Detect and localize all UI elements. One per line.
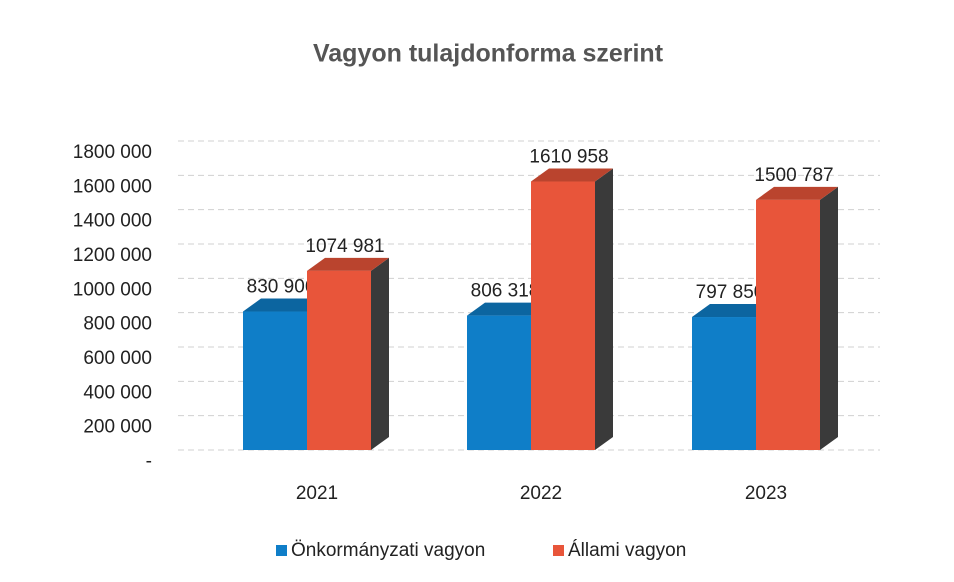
bar-top <box>467 302 549 316</box>
y-tick-label: - <box>146 451 152 472</box>
bar-top <box>756 186 838 200</box>
bar-front <box>692 317 756 450</box>
y-tick-label: 800 000 <box>83 314 152 335</box>
y-tick-label: 1000 000 <box>73 279 152 300</box>
x-tick-label: 2022 <box>520 483 562 504</box>
bar-side <box>371 257 389 450</box>
bar-front <box>243 311 307 450</box>
y-tick-label: 400 000 <box>83 382 152 403</box>
data-label: 797 850 <box>696 282 765 303</box>
data-label: 830 906 <box>247 277 316 298</box>
data-label: 1500 787 <box>754 165 833 186</box>
legend-swatch <box>553 545 564 556</box>
bar-side <box>820 186 838 450</box>
y-tick-label: 600 000 <box>83 348 152 369</box>
bar <box>756 186 838 450</box>
y-tick-label: 1400 000 <box>73 211 152 232</box>
bar-top <box>531 168 613 182</box>
y-tick-label: 1200 000 <box>73 245 152 266</box>
data-label: 1074 981 <box>305 236 384 257</box>
bar-front <box>307 270 371 450</box>
bar-top <box>307 257 389 271</box>
data-label: 806 318 <box>471 281 540 302</box>
bar-front <box>756 199 820 450</box>
bar <box>243 298 325 450</box>
legend-swatch <box>276 545 287 556</box>
data-label: 1610 958 <box>529 147 608 168</box>
x-tick-label: 2023 <box>745 483 787 504</box>
legend-label: Önkormányzati vagyon <box>291 540 485 561</box>
x-tick-label: 2021 <box>296 483 338 504</box>
bar-side <box>595 168 613 450</box>
bar-top <box>692 304 774 318</box>
bar <box>531 168 613 450</box>
bar-front <box>531 181 595 450</box>
legend-label: Állami vagyon <box>568 540 686 561</box>
y-tick-label: 1600 000 <box>73 176 152 197</box>
bar <box>307 257 389 450</box>
y-tick-label: 1800 000 <box>73 142 152 163</box>
y-tick-label: 200 000 <box>83 417 152 438</box>
bar-front <box>467 315 531 450</box>
bar-top <box>243 298 325 312</box>
chart-title: Vagyon tulajdonforma szerint <box>313 40 664 68</box>
